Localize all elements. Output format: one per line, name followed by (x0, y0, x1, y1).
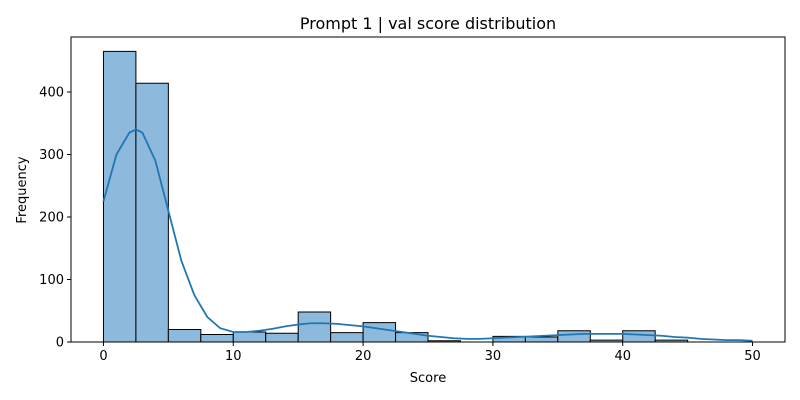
x-tick-label: 40 (614, 349, 631, 364)
y-axis: 0 100 200 300 400 (39, 86, 71, 351)
histogram-bar (232, 331, 267, 343)
kde-curve (102, 128, 753, 342)
histogram-bar (622, 330, 656, 343)
histogram-bar (362, 322, 397, 343)
x-axis-label: Score (410, 371, 446, 386)
histogram-bar (265, 332, 299, 343)
histogram-bar (557, 330, 591, 343)
y-tick-label: 0 (56, 336, 64, 351)
histogram-bars (102, 50, 689, 343)
y-axis-label: Frequency (15, 156, 30, 223)
x-tick-label: 50 (744, 349, 761, 364)
x-axis: 0 10 20 30 40 50 (99, 342, 761, 364)
histogram-bar (524, 336, 559, 343)
plot-frame (70, 36, 786, 343)
y-tick-label: 300 (39, 148, 64, 163)
x-tick-label: 0 (99, 349, 107, 364)
histogram-bar (102, 50, 137, 343)
x-tick-label: 20 (355, 349, 372, 364)
x-tick-label: 30 (485, 349, 502, 364)
x-tick-label: 10 (225, 349, 242, 364)
chart-title: Prompt 1 | val score distribution (300, 14, 556, 33)
histogram-bar (200, 334, 234, 343)
histogram-bar (167, 329, 202, 343)
histogram-bar (297, 311, 332, 343)
y-tick-label: 200 (39, 211, 64, 226)
histogram-bar (135, 82, 169, 343)
histogram-bar (330, 332, 364, 343)
y-tick-label: 100 (39, 273, 64, 288)
y-tick-label: 400 (39, 86, 64, 101)
